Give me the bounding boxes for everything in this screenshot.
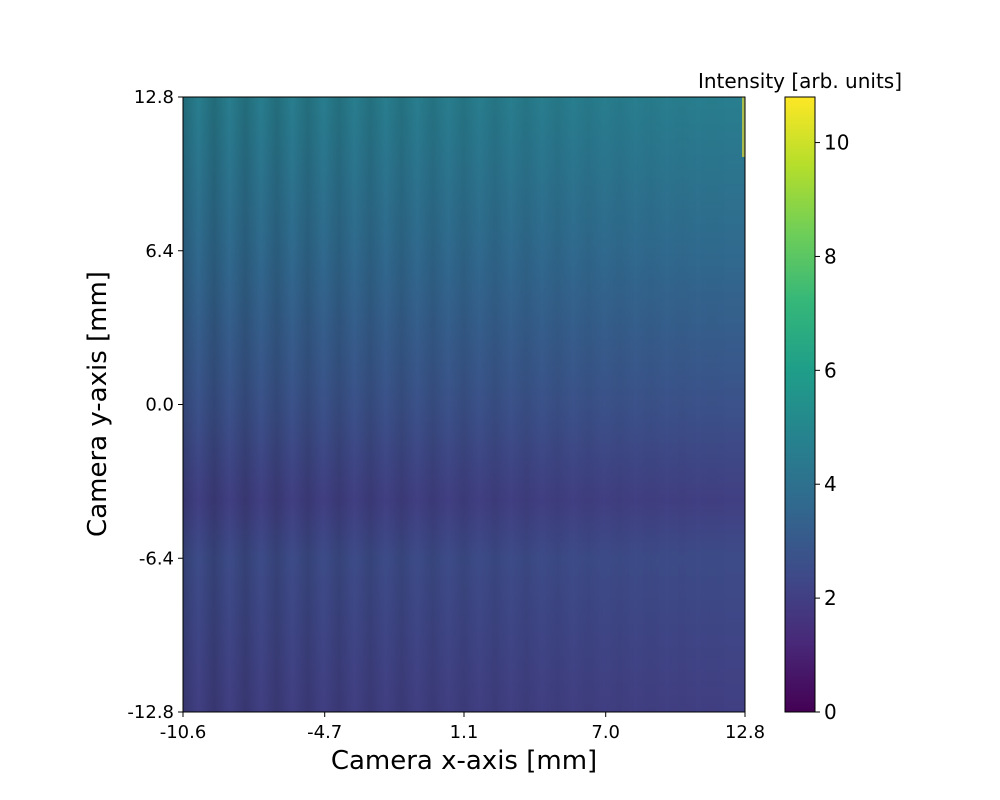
fringe-band: [432, 97, 464, 712]
fringe-band: [401, 97, 433, 712]
x-tick-label: 12.8: [725, 722, 765, 743]
fringe-band: [588, 97, 621, 712]
colorbar-tick-label: 4: [824, 472, 837, 496]
fringe-band: [713, 97, 745, 712]
colorbar: [784, 96, 816, 713]
fringe-band: [276, 97, 308, 712]
fringe-band: [307, 97, 340, 712]
fringe-band: [370, 97, 402, 712]
x-tick-label: 7.0: [591, 722, 620, 743]
fringe-band: [214, 97, 246, 712]
x-tick-label: -4.7: [307, 722, 342, 743]
x-axis-label: Camera x-axis [mm]: [331, 746, 597, 776]
fringe-band: [339, 97, 371, 712]
interference-fringes: [183, 97, 745, 712]
colorbar-tick-label: 2: [824, 586, 837, 610]
fringe-band: [183, 97, 215, 712]
colorbar-tick-label: 0: [824, 700, 837, 724]
y-tick-label: -12.8: [127, 702, 174, 723]
colorbar-ticks: 0 2 4 6 8 10: [815, 131, 849, 724]
fringe-band: [682, 97, 714, 712]
y-axis-label: Camera y-axis [mm]: [83, 271, 113, 537]
x-tick-label: -10.6: [160, 722, 207, 743]
colorbar-label: Intensity [arb. units]: [698, 69, 902, 93]
fringe-band: [526, 97, 558, 712]
fringe-band: [464, 97, 496, 712]
colorbar-tick-label: 6: [824, 358, 837, 382]
y-tick-label: 0.0: [145, 395, 174, 416]
right-edge-highlight: [742, 97, 745, 157]
colorbar-tick-label: 10: [824, 131, 849, 155]
fringe-band: [620, 97, 652, 712]
y-tick-label: 12.8: [134, 87, 174, 108]
y-tick-label: 6.4: [145, 241, 174, 262]
fringe-band: [495, 97, 527, 712]
y-tick-label: -6.4: [139, 548, 174, 569]
heatmap-image: [183, 97, 745, 712]
x-tick-label: 1.1: [450, 722, 479, 743]
fringe-band: [245, 97, 277, 712]
x-axis-ticks: -10.6 -4.7 1.1 7.0 12.8: [160, 712, 765, 743]
fringe-band: [557, 97, 589, 712]
fringe-band: [651, 97, 683, 712]
colorbar-tick-label: 8: [824, 244, 837, 268]
y-axis-ticks: -12.8 -6.4 0.0 6.4 12.8: [127, 87, 183, 723]
